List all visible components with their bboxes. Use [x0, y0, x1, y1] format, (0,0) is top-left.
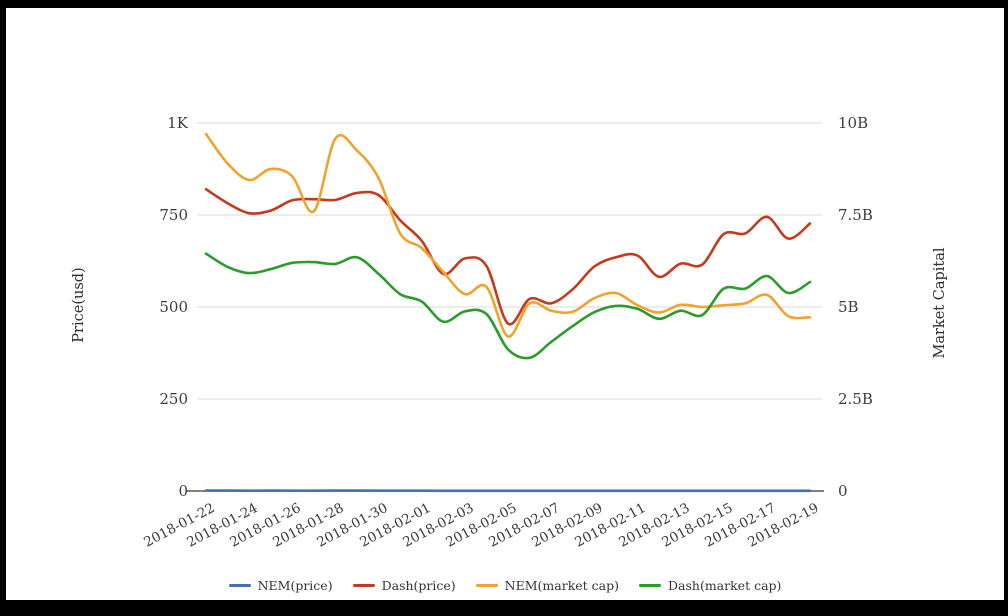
left-axis-tick: 250	[159, 390, 188, 408]
legend-line-icon	[475, 583, 498, 587]
legend-label: NEM(market cap)	[504, 577, 619, 593]
left-axis-title: Price(usd)	[71, 267, 87, 343]
right-axis-tick: 5B	[838, 298, 859, 316]
legend-line-icon	[228, 583, 251, 587]
legend-line-icon	[639, 583, 661, 587]
legend-item-dash-market-cap[interactable]: Dash(market cap)	[639, 578, 781, 593]
left-axis-tick: 1K	[167, 114, 188, 132]
chart-page: 1K 750 500 250 0 10B 7.5B 5B 2.5B 0 2018-01-22 20…	[6, 8, 1004, 600]
legend-label: Dash(price)	[381, 577, 456, 593]
legend-line-icon	[352, 583, 375, 587]
left-axis-tick: 0	[178, 482, 188, 500]
right-axis-tick: 10B	[838, 114, 869, 132]
right-axis-tick: 0	[838, 482, 848, 500]
series-line-nem-market-cap	[204, 132, 812, 338]
legend-item-nem-price[interactable]: NEM(price)	[228, 577, 333, 593]
chart-canvas	[187, 122, 824, 493]
legend-label: Dash(market cap)	[668, 577, 782, 593]
left-axis-tick: 750	[159, 206, 188, 224]
right-axis-title: Market Capital	[932, 247, 948, 359]
legend-item-dash-price[interactable]: Dash(price)	[352, 577, 456, 593]
right-axis-tick: 2.5B	[838, 390, 873, 408]
legend-label: NEM(price)	[257, 577, 333, 593]
legend: NEM(price) Dash(price) NEM(market cap) Dash…	[6, 574, 1004, 596]
left-axis-tick: 500	[159, 298, 188, 316]
right-axis-tick: 7.5B	[838, 206, 873, 224]
series-line-dash-price	[204, 187, 812, 326]
series-line-dash-market-cap	[204, 252, 812, 360]
legend-item-nem-market-cap[interactable]: NEM(market cap)	[475, 577, 619, 593]
